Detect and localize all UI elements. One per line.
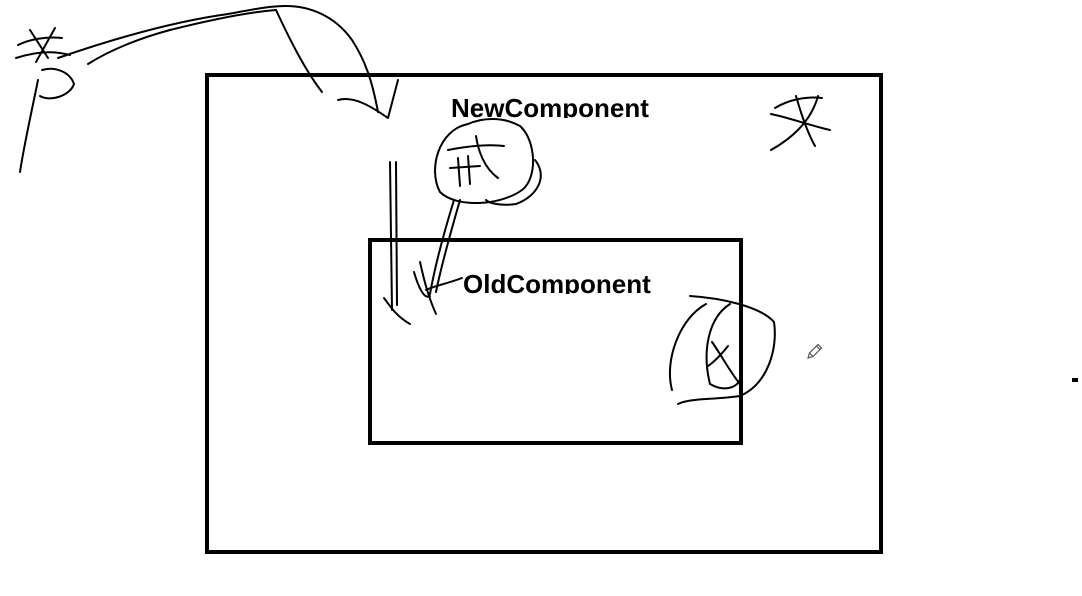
pencil-icon <box>807 343 823 359</box>
new-component-box <box>205 73 883 554</box>
stray-ink-dot <box>1072 378 1078 382</box>
scribble-character-top-left <box>15 27 75 173</box>
new-component-label: NewComponent <box>451 95 649 118</box>
old-component-label: OldComponent <box>463 271 651 294</box>
old-component-box <box>368 238 743 445</box>
